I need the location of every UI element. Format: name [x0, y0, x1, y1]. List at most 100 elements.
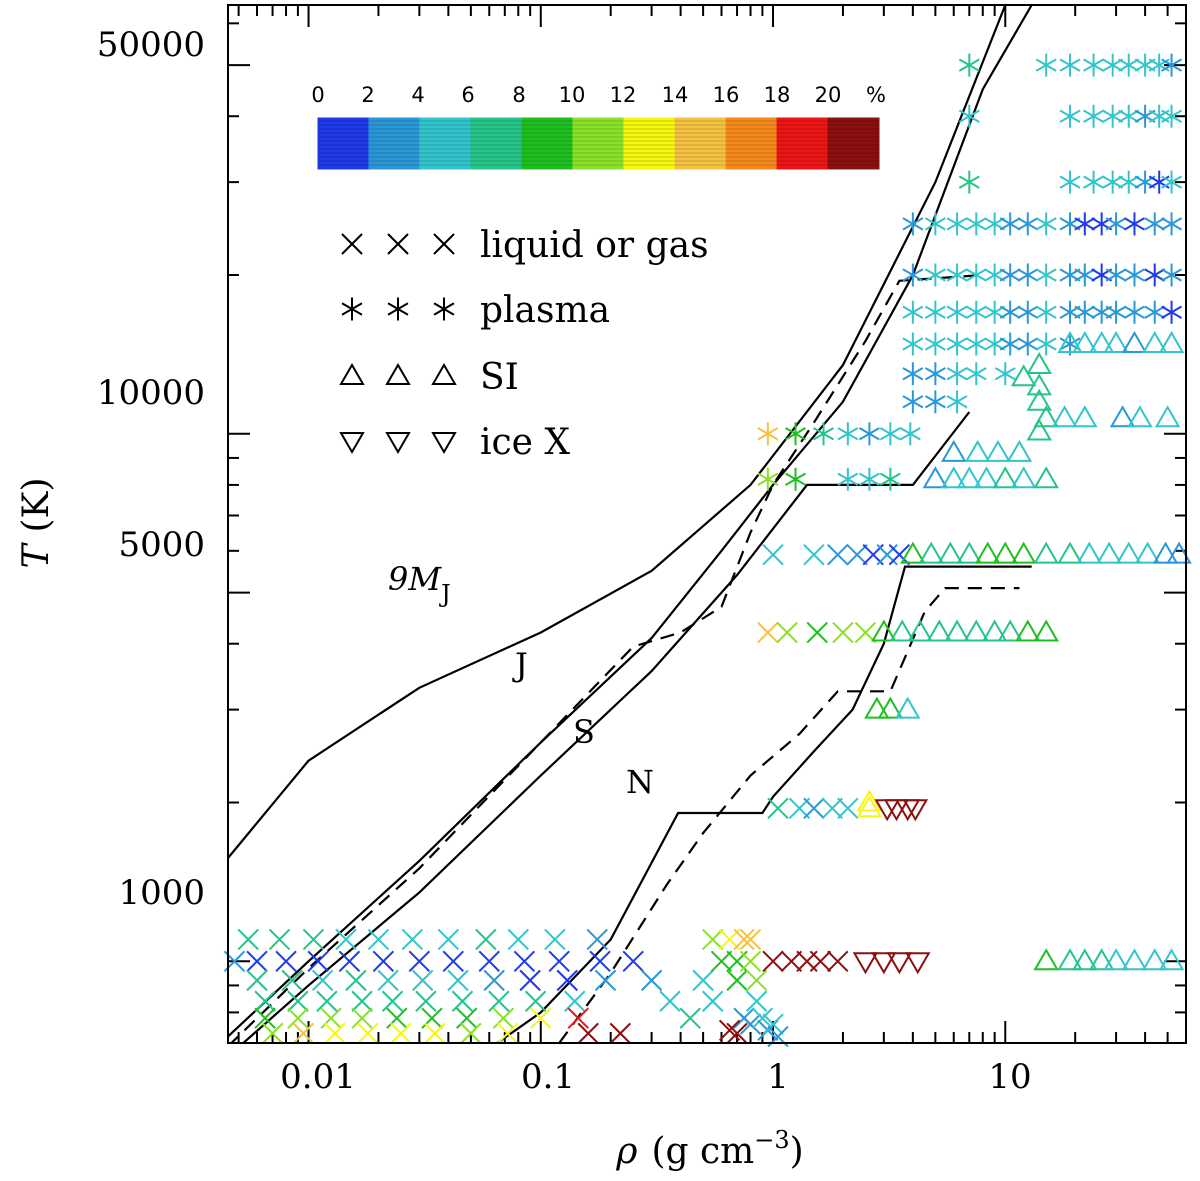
data-point-x — [254, 1007, 276, 1029]
data-point-triangle-up — [1103, 948, 1129, 971]
colorbar-label: 4 — [411, 83, 424, 107]
data-point-triangle-up — [1103, 330, 1129, 353]
data-point-triangle-up — [1076, 541, 1103, 564]
data-point-x — [556, 969, 578, 992]
data-point-triangle-up — [1158, 330, 1185, 353]
data-point-triangle-up — [1096, 541, 1122, 564]
data-point-triangle-up — [956, 541, 983, 564]
colorbar-label: 8 — [512, 83, 525, 107]
data-point-triangle-up — [1121, 948, 1148, 971]
data-point-x — [762, 950, 784, 972]
data-point-triangle-up — [918, 541, 944, 564]
data-point-x — [483, 969, 505, 992]
data-point-x — [803, 797, 825, 820]
data-point-x — [739, 928, 762, 951]
data-point-asterisk — [1124, 300, 1145, 324]
data-point-asterisk — [1134, 53, 1156, 77]
data-point-asterisk — [924, 390, 946, 414]
data-point-asterisk — [1102, 53, 1124, 77]
data-point-asterisk — [1105, 263, 1127, 287]
colorbar-swatch — [572, 117, 625, 170]
data-point-asterisk — [879, 422, 901, 446]
colorbar — [317, 117, 880, 170]
data-point-x — [442, 950, 464, 972]
data-point-triangle-up — [877, 696, 904, 719]
data-point-asterisk — [837, 422, 859, 446]
data-point-triangle-up — [985, 439, 1011, 462]
data-point-x — [530, 1007, 552, 1029]
data-point-x — [335, 928, 357, 951]
data-point-asterisk — [1148, 170, 1170, 194]
data-point-triangle-up — [1154, 405, 1181, 428]
data-point-triangle-up — [1072, 330, 1098, 353]
data-point-asterisk — [1074, 300, 1096, 324]
y-tick-label: 1000 — [118, 873, 205, 913]
y-tick-label: 10000 — [97, 373, 205, 413]
data-point-asterisk — [1083, 53, 1105, 77]
data-point-asterisk — [785, 467, 806, 491]
colorbar-label: 12 — [610, 83, 637, 107]
data-point-x — [809, 950, 832, 972]
data-point-x — [381, 990, 404, 1012]
data-point-asterisk — [946, 263, 968, 287]
data-point-x — [702, 928, 724, 951]
data-point-x — [846, 543, 868, 566]
data-point-asterisk — [965, 332, 987, 356]
data-point-x — [421, 1007, 443, 1029]
colorbar-swatch — [725, 117, 778, 170]
data-point-x — [854, 621, 877, 644]
data-point-triangle-up — [941, 466, 967, 489]
data-point-triangle-up — [894, 696, 921, 719]
data-point-x — [577, 1022, 599, 1045]
data-point-asterisk — [999, 263, 1021, 287]
data-point-asterisk — [946, 362, 968, 386]
data-point-triangle-up — [1152, 541, 1179, 564]
data-point-x — [876, 543, 898, 566]
data-point-triangle-up — [973, 466, 1000, 489]
data-point-asterisk — [946, 332, 968, 356]
data-point-x — [776, 621, 798, 644]
data-point-asterisk — [902, 212, 924, 236]
data-point-x — [478, 950, 500, 972]
data-point-asterisk — [924, 212, 946, 236]
data-point-triangle-up — [1134, 541, 1161, 564]
data-point-x — [311, 969, 334, 992]
data-point-asterisk — [1035, 212, 1057, 236]
data-point-asterisk — [1091, 263, 1113, 287]
data-point-asterisk — [984, 212, 1006, 236]
data-point-asterisk — [1144, 300, 1166, 324]
data-point-x — [254, 990, 276, 1012]
colorbar-label: 6 — [461, 83, 474, 107]
colorbar-swatch — [521, 117, 574, 170]
data-point-triangle-up — [992, 466, 1019, 489]
data-point-triangle-up — [992, 541, 1019, 564]
data-point-asterisk — [902, 263, 924, 287]
data-point-x — [837, 797, 859, 820]
data-point-x — [622, 950, 644, 972]
data-point-x — [415, 990, 437, 1012]
data-point-x — [411, 969, 434, 992]
data-point-asterisk — [1059, 53, 1081, 77]
data-point-asterisk — [924, 263, 946, 287]
curve-label-j: J — [512, 646, 528, 684]
data-point-x — [767, 797, 789, 820]
data-point-x — [338, 950, 361, 972]
data-point-asterisk — [1102, 170, 1124, 194]
data-point-triangle-up — [956, 466, 983, 489]
data-point-x — [351, 1007, 373, 1029]
data-point-x — [806, 621, 828, 644]
data-point-x — [586, 928, 608, 951]
legend-marker-x — [387, 233, 409, 255]
data-point-asterisk — [946, 300, 968, 324]
legend-marker-triangle-down — [431, 432, 457, 454]
data-point-asterisk — [1083, 104, 1105, 128]
data-point-asterisk — [879, 467, 901, 491]
data-point-asterisk — [1059, 212, 1081, 236]
data-point-asterisk — [1118, 170, 1140, 194]
data-point-asterisk — [1144, 212, 1166, 236]
legend-marker-asterisk — [433, 297, 455, 321]
colorbar-swatch — [623, 117, 676, 170]
x-tick-label: 1 — [767, 1057, 789, 1097]
data-point-asterisk — [984, 300, 1006, 324]
